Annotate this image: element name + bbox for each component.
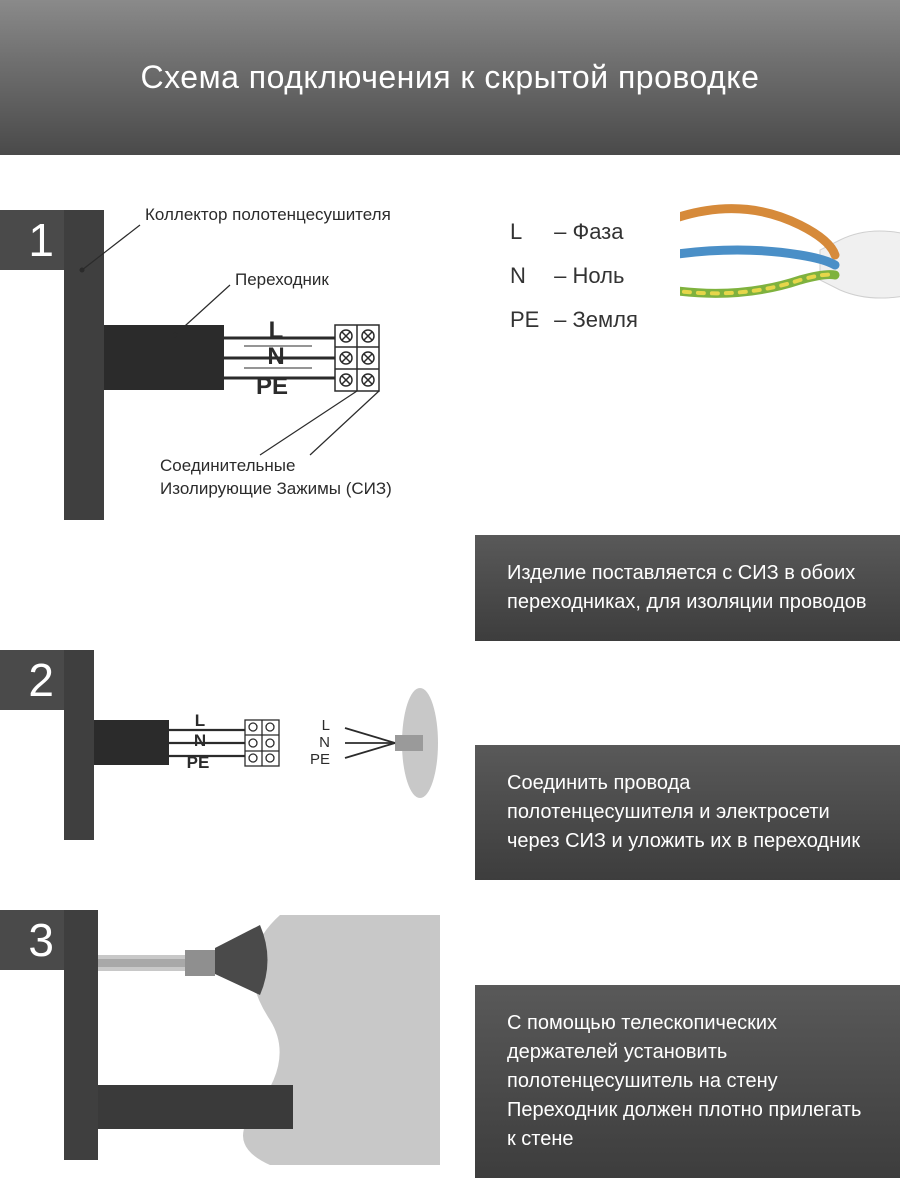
instruction-box-2: Соединить провода полотенцесушителя и эл… — [475, 745, 900, 880]
callout-collector: Коллектор полотенцесушителя — [145, 205, 391, 225]
main-canvas: L – Фаза N – Ноль PE – Земля 1 — [0, 155, 900, 1200]
callout-adapter: Переходник — [235, 270, 329, 290]
legend-label-L: Фаза — [572, 219, 623, 244]
wire-photo-icon — [680, 185, 900, 315]
callout-clamps: Соединительные Изолирующие Зажимы (СИЗ) — [160, 455, 392, 501]
svg-text:N: N — [267, 343, 284, 370]
legend-label-PE: Земля — [572, 307, 637, 332]
legend-label-N: Ноль — [572, 263, 624, 288]
svg-text:PE: PE — [187, 753, 210, 772]
page-title: Схема подключения к скрытой проводке — [141, 59, 760, 96]
instruction-2-text: Соединить провода полотенцесушителя и эл… — [507, 772, 860, 852]
instruction-1-text: Изделие поставляется с СИЗ в обоих перех… — [507, 562, 867, 613]
svg-text:PE: PE — [256, 373, 288, 400]
svg-text:PE: PE — [310, 751, 330, 768]
legend-sym-N: N — [510, 254, 548, 298]
diagram-step-3 — [0, 910, 460, 1170]
svg-text:L: L — [322, 717, 330, 734]
legend-row-N: N – Ноль — [510, 254, 638, 298]
legend-row-L: L – Фаза — [510, 210, 638, 254]
header-band: Схема подключения к скрытой проводке — [0, 0, 900, 155]
wire-legend: L – Фаза N – Ноль PE – Земля — [510, 210, 638, 342]
svg-text:L: L — [195, 711, 205, 730]
legend-sym-PE: PE — [510, 298, 548, 342]
svg-text:N: N — [319, 734, 330, 751]
legend-sym-L: L — [510, 210, 548, 254]
instruction-box-3: С помощью телескопических держателей уст… — [475, 985, 900, 1178]
instruction-box-1: Изделие поставляется с СИЗ в обоих перех… — [475, 535, 900, 641]
diagram-step-2: L N PE L N PE — [0, 650, 470, 850]
svg-text:L: L — [269, 317, 284, 344]
svg-text:N: N — [194, 731, 206, 750]
legend-row-PE: PE – Земля — [510, 298, 638, 342]
instruction-3-text: С помощью телескопических держателей уст… — [507, 1012, 861, 1150]
